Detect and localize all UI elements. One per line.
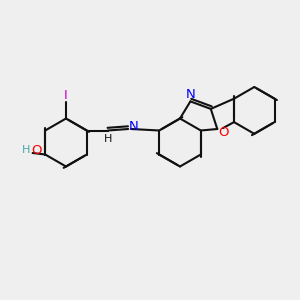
Text: N: N bbox=[185, 88, 195, 101]
Text: H: H bbox=[103, 134, 112, 144]
Text: I: I bbox=[64, 89, 68, 102]
Text: O: O bbox=[31, 143, 41, 157]
Text: H: H bbox=[22, 145, 30, 155]
Text: N: N bbox=[128, 119, 138, 133]
Text: O: O bbox=[219, 126, 229, 139]
